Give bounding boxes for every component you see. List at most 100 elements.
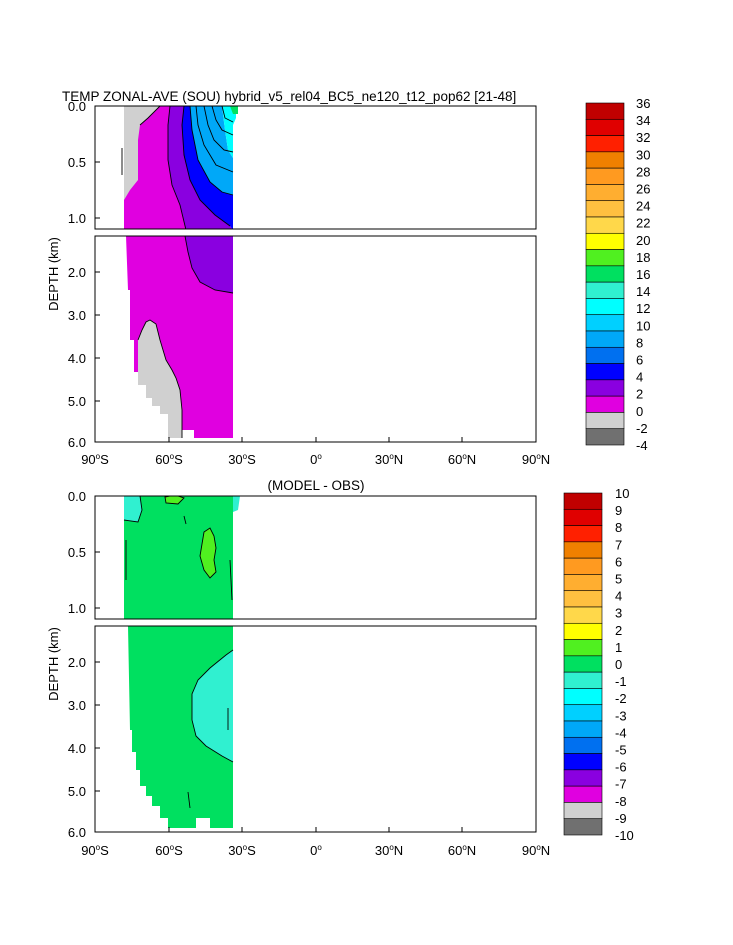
x-ticks: 90oS 60oS 30oS 0o 30oN 60oN 90oN [81,843,550,858]
colorbar-swatch [585,379,625,397]
y-ticks: 0.0 0.5 1.0 2.0 3.0 4.0 5.0 6.0 [68,99,86,450]
colorbar-label: 18 [636,250,650,265]
colorbar-label: 4 [615,589,622,604]
colorbar-label: 6 [636,353,643,368]
y-tick-label: 6.0 [68,825,86,840]
colorbar-label: 10 [636,318,650,333]
region-magenta [124,106,186,229]
upper-axes-frame [94,105,537,230]
y-tick-marks [95,495,100,792]
y-tick-label: 0.5 [68,545,86,560]
x-tick-label: 30oN [375,843,403,858]
colorbar-label: 8 [636,335,643,350]
y-tick-label: 6.0 [68,435,86,450]
colorbar-swatch [563,736,603,754]
colorbar-swatch [563,671,603,689]
colorbar-swatch [585,330,625,348]
contour-lines-deep [137,236,234,438]
colorbar-label: 26 [636,182,650,197]
colorbar-label: 28 [636,164,650,179]
x-ticks: 90oS 60oS 30oS 0o 30oN 60oN 90oN [81,452,550,467]
y-tick-label: 1.0 [68,601,86,616]
colorbar-swatch [585,346,625,364]
colorbar-label: -7 [615,777,627,792]
region-pale-cyan [124,496,142,522]
colorbar-label: 22 [636,216,650,231]
colorbar-swatch [563,785,603,803]
y-axis-label: DEPTH (km) [46,237,61,311]
colorbar-swatch [585,232,625,250]
colorbar-swatch [563,688,603,706]
colorbar-swatch [563,492,603,510]
colorbar-label: -10 [615,828,634,843]
colorbar-label: 2 [636,387,643,402]
x-tick-label: 0o [310,843,322,858]
colorbar-swatch [585,167,625,185]
upper-panel-fills [121,106,238,229]
x-tick-label: 30oS [228,843,256,858]
region-purple-deep [185,236,233,293]
x-tick-label: 90oN [522,452,550,467]
x-tick-label: 30oN [375,452,403,467]
colorbar-swatch [585,314,625,332]
colorbar-swatch [563,557,603,575]
x-tick-label: 90oS [81,843,109,858]
colorbar-label: 36 [636,96,650,111]
chart-title: (MODEL - OBS) [267,478,364,493]
colorbar-label: 10 [615,486,629,501]
colorbar-swatch [585,249,625,267]
region-blue [182,106,233,229]
colorbar-label: 3 [615,606,622,621]
colorbar-swatch [563,753,603,771]
y-tick-label: 2.0 [68,265,86,280]
region-green [230,106,238,114]
colorbar-label: 24 [636,199,650,214]
colorbar-swatch [585,395,625,413]
colorbar-swatch [563,622,603,640]
y-tick-marks [95,105,100,402]
colorbar-label: -8 [615,794,627,809]
colorbar-swatch [585,102,625,120]
y-axis-label: DEPTH (km) [46,627,61,701]
y-tick-label: 5.0 [68,784,86,799]
colorbar-label: 20 [636,233,650,248]
colorbar-swatch [585,298,625,316]
region-light-blue [190,106,233,195]
y-tick-label: 0.5 [68,155,86,170]
colorbar-label: -1 [615,674,627,689]
colorbar-swatch [585,281,625,299]
colorbar-label: -3 [615,708,627,723]
colorbar-swatch [585,363,625,381]
x-tick-label: 60oN [448,452,476,467]
chart-temperature: TEMP ZONAL-AVE (SOU) hybrid_v5_rel04_BC5… [46,89,650,467]
x-tick-label: 0o [310,452,322,467]
colorbar-label: 16 [636,267,650,282]
colorbar-swatch [563,655,603,673]
colorbar-swatch [585,184,625,202]
y-tick-label: 2.0 [68,655,86,670]
y-tick-label: 1.0 [68,211,86,226]
colorbar-swatch [563,769,603,787]
region-pale-cyan-right [233,496,240,512]
colorbar-swatch [585,412,625,430]
colorbar-label: 0 [615,657,622,672]
y-tick-label: 0.0 [68,99,86,114]
y-tick-label: 5.0 [68,394,86,409]
colorbar-label: 8 [615,520,622,535]
colorbar-label: -5 [615,743,627,758]
lower-panel-fills [128,626,234,828]
x-tick-label: 60oS [155,843,183,858]
colorbar-swatch [563,508,603,526]
x-tick-marks [168,437,463,442]
contour-lines [123,496,233,601]
colorbar-swatch [563,704,603,722]
y-tick-label: 4.0 [68,351,86,366]
region-ice-gray-deep [138,320,182,438]
y-tick-label: 3.0 [68,698,86,713]
x-tick-label: 90oS [81,452,109,467]
colorbar-label: 5 [615,572,622,587]
upper-panel-fills [123,496,240,619]
colorbar-label: 2 [615,623,622,638]
